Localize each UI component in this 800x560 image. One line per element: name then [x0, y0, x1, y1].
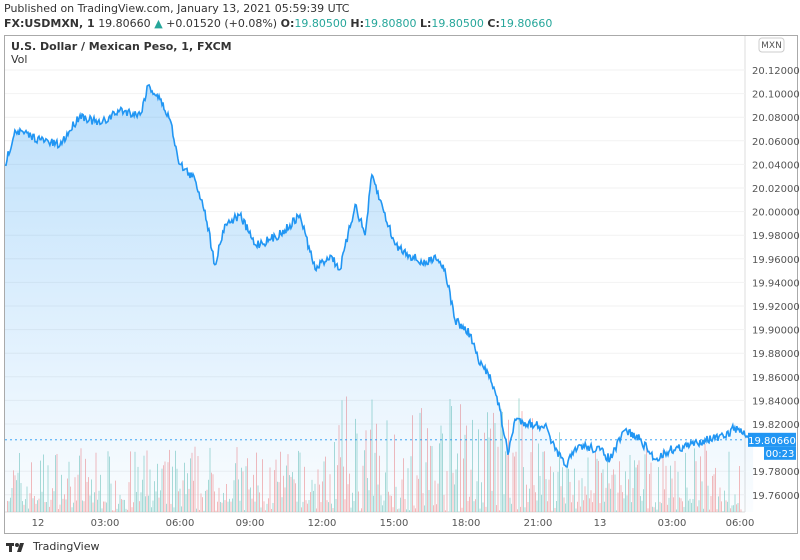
y-tick-label: 19.88000 — [752, 349, 800, 360]
y-tick-label: 19.78000 — [752, 467, 800, 478]
brand-name: TradingView — [33, 540, 100, 553]
last-price-tag — [748, 432, 796, 447]
x-tick-label: 06:00 — [166, 518, 195, 529]
y-tick-label: 20.06000 — [752, 137, 800, 148]
y-tick-label: 19.82000 — [752, 420, 800, 431]
published-note: Published on TradingView.com, January 13… — [4, 2, 350, 15]
x-tick-label: 12 — [32, 518, 45, 529]
tradingview-logo-icon — [6, 542, 24, 552]
price-line — [4, 83, 754, 468]
y-tick-label: 19.98000 — [752, 231, 800, 242]
high-label: H: — [350, 17, 364, 30]
y-tick-label: 19.76000 — [752, 491, 800, 502]
chart-frame — [4, 35, 798, 534]
currency-badge-label: MXN — [761, 41, 782, 51]
x-tick-label: 06:00 — [726, 518, 755, 529]
currency-badge — [758, 37, 785, 53]
y-tick-label: 20.04000 — [752, 160, 800, 171]
y-tick-label: 20.12000 — [752, 66, 800, 77]
y-tick-label: 20.10000 — [752, 90, 800, 101]
open-value: 19.80500 — [294, 17, 347, 30]
up-arrow-icon: ▲ — [154, 17, 163, 30]
x-tick-label: 03:00 — [91, 518, 120, 529]
chart-title: U.S. Dollar / Mexican Peso, 1, FXCM — [11, 40, 232, 53]
last-price-label: 19.80660 — [748, 436, 796, 447]
low-value: 19.80500 — [431, 17, 484, 30]
y-tick-label: 19.94000 — [752, 278, 800, 289]
y-tick-label: 19.86000 — [752, 373, 800, 384]
symbol-bar: FX:USDMXN, 1 19.80660 ▲ +0.01520 (+0.08%… — [4, 17, 552, 30]
volume-label: Vol — [11, 53, 28, 66]
x-tick-label: 18:00 — [452, 518, 481, 529]
symbol: FX:USDMXN, 1 — [4, 17, 95, 30]
close-value: 19.80660 — [499, 17, 553, 30]
change: +0.01520 (+0.08%) — [166, 17, 278, 30]
close-label: C: — [487, 17, 500, 30]
y-tick-label: 19.90000 — [752, 326, 800, 337]
countdown-label: 00:23 — [766, 449, 795, 460]
y-tick-label: 19.92000 — [752, 302, 800, 313]
price-area — [5, 84, 754, 513]
x-tick-label: 21:00 — [524, 518, 553, 529]
x-tick-label: 09:00 — [236, 518, 265, 529]
high-value: 19.80800 — [363, 17, 417, 30]
x-tick-label: 12:00 — [308, 518, 337, 529]
y-tick-label: 20.02000 — [752, 184, 800, 195]
y-tick-label: 20.08000 — [752, 113, 800, 124]
x-tick-label: 13 — [594, 518, 607, 529]
x-tick-label: 15:00 — [380, 518, 409, 529]
low-label: L: — [419, 17, 432, 30]
last-price: 19.80660 — [98, 17, 151, 30]
y-tick-label: 20.00000 — [752, 208, 800, 219]
y-tick-label: 19.96000 — [752, 255, 800, 266]
y-tick-label: 19.84000 — [752, 396, 800, 407]
x-tick-label: 03:00 — [658, 518, 687, 529]
open-label: O: — [280, 17, 295, 30]
footer: TradingView — [6, 540, 99, 553]
countdown-tag — [764, 446, 796, 460]
